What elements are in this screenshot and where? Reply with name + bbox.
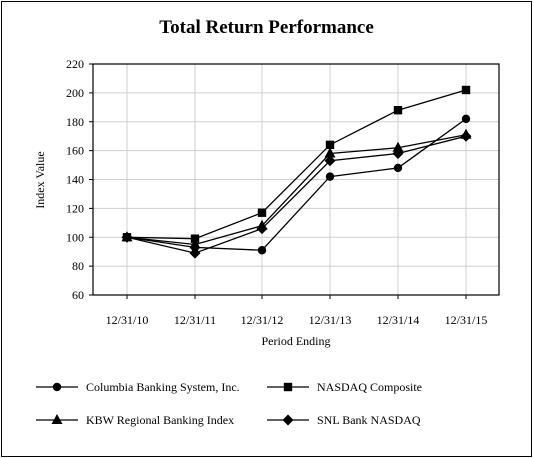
data-point-square bbox=[461, 85, 471, 95]
legend-label: Columbia Banking System, Inc. bbox=[86, 380, 240, 394]
data-point-square bbox=[257, 208, 267, 217]
series-line bbox=[126, 135, 467, 254]
legend-label: SNL Bank NASDAQ bbox=[317, 413, 421, 427]
legend-marker-circle bbox=[52, 382, 62, 392]
data-point-circle bbox=[461, 114, 471, 124]
legend-label: KBW Regional Banking Index bbox=[86, 413, 234, 427]
legend-marker-diamond bbox=[282, 414, 294, 426]
x-tick-label: 12/31/15 bbox=[445, 313, 488, 327]
series-line bbox=[126, 134, 467, 246]
data-point-circle bbox=[393, 163, 403, 173]
data-point-diamond bbox=[460, 130, 472, 142]
series-2 bbox=[122, 85, 471, 243]
series-1 bbox=[122, 114, 471, 255]
x-tick-label: 12/31/11 bbox=[174, 313, 216, 327]
data-point-circle bbox=[325, 172, 335, 181]
legend-label: NASDAQ Composite bbox=[317, 380, 422, 394]
x-axis-label: Period Ending bbox=[262, 334, 331, 348]
series-4 bbox=[121, 130, 472, 259]
data-point-triangle bbox=[324, 147, 336, 158]
x-tick-label: 12/31/10 bbox=[106, 313, 149, 327]
legend-item: SNL Bank NASDAQ bbox=[267, 413, 421, 427]
y-axis-label: Index Value bbox=[33, 151, 47, 208]
chart-title: Total Return Performance bbox=[159, 17, 374, 38]
legend: Columbia Banking System, Inc. NASDAQ Comp… bbox=[36, 380, 422, 427]
x-tick-label: 12/31/12 bbox=[241, 313, 284, 327]
y-axis: 60 80 100 120 140 160 180 200 220 bbox=[66, 57, 93, 302]
legend-item: KBW Regional Banking Index bbox=[36, 413, 234, 427]
series-3 bbox=[121, 128, 472, 249]
data-point-diamond bbox=[392, 148, 404, 160]
data-point-triangle bbox=[189, 238, 201, 249]
y-tick-label: 60 bbox=[72, 288, 84, 302]
data-point-triangle bbox=[392, 141, 404, 152]
series-line bbox=[126, 89, 467, 240]
y-tick-label: 120 bbox=[66, 201, 84, 215]
y-tick-label: 180 bbox=[66, 115, 84, 129]
x-axis: 12/31/10 12/31/11 12/31/12 12/31/13 12/31/14… bbox=[106, 295, 488, 327]
data-point-diamond bbox=[256, 223, 268, 235]
y-tick-label: 220 bbox=[66, 57, 84, 71]
legend-marker-square bbox=[283, 382, 293, 392]
data-point-diamond bbox=[121, 231, 133, 243]
y-tick-label: 80 bbox=[72, 259, 84, 273]
data-point-square bbox=[325, 140, 335, 150]
data-point-diamond bbox=[189, 247, 201, 259]
legend-marker-triangle bbox=[51, 414, 63, 424]
y-tick-label: 200 bbox=[66, 86, 84, 100]
legend-item: Columbia Banking System, Inc. bbox=[36, 380, 240, 394]
legend-item: NASDAQ Composite bbox=[267, 380, 422, 394]
data-point-diamond bbox=[324, 155, 336, 167]
y-tick-label: 160 bbox=[66, 144, 84, 158]
y-tick-label: 100 bbox=[66, 230, 84, 244]
data-point-circle bbox=[257, 246, 267, 255]
x-tick-label: 12/31/14 bbox=[377, 313, 420, 327]
data-point-square bbox=[393, 106, 403, 115]
series-group bbox=[121, 85, 472, 259]
y-tick-label: 140 bbox=[66, 173, 84, 187]
series-line bbox=[126, 118, 467, 251]
x-tick-label: 12/31/13 bbox=[309, 313, 352, 327]
